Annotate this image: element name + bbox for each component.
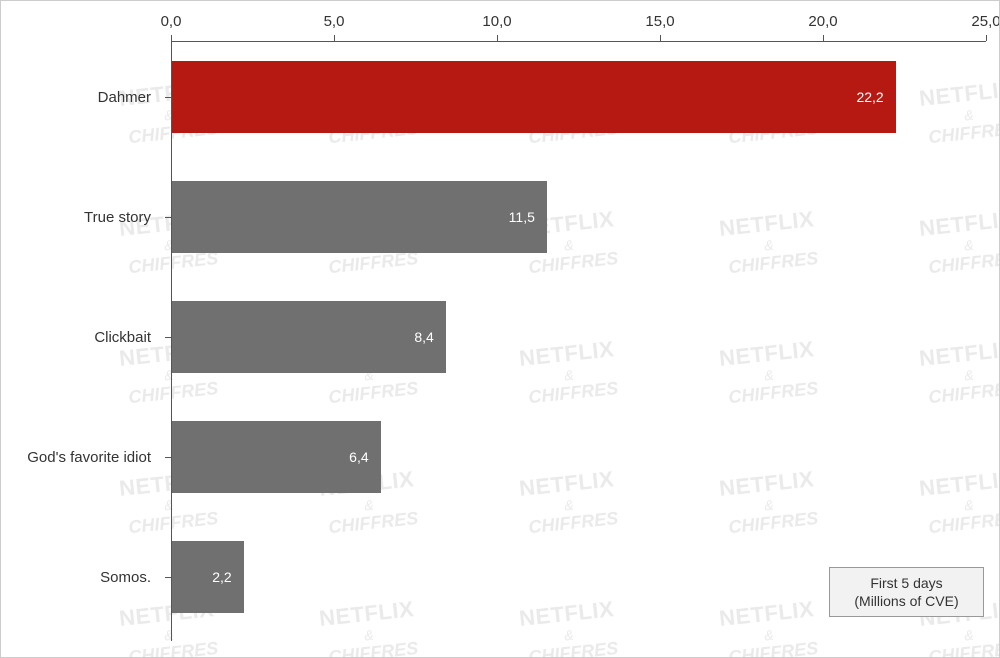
x-tick <box>171 35 172 41</box>
y-tick <box>165 217 171 218</box>
chart-container: NETFLIX&CHIFFRES NETFLIX&CHIFFRES NETFLIX&… <box>0 0 1000 658</box>
category-label: God's favorite idiot <box>1 449 151 466</box>
category-label: True story <box>1 209 151 226</box>
category-label: Clickbait <box>1 329 151 346</box>
watermark: NETFLIX&CHIFFRES <box>718 596 819 658</box>
category-label: Somos. <box>1 569 151 586</box>
watermark: NETFLIX&CHIFFRES <box>518 596 619 658</box>
y-tick <box>165 577 171 578</box>
legend-box: First 5 days (Millions of CVE) <box>829 567 984 617</box>
x-tick-label: 15,0 <box>630 13 690 30</box>
bar-value-label: 6,4 <box>172 449 369 465</box>
bar-value-label: 8,4 <box>172 329 434 345</box>
watermark: NETFLIX&CHIFFRES <box>918 466 1000 539</box>
watermark: NETFLIX&CHIFFRES <box>918 206 1000 279</box>
x-tick <box>334 35 335 41</box>
x-tick <box>660 35 661 41</box>
watermark: NETFLIX&CHIFFRES <box>918 76 1000 149</box>
legend-line2: (Millions of CVE) <box>840 592 973 610</box>
bar-value-label: 11,5 <box>172 209 535 225</box>
x-tick-label: 20,0 <box>793 13 853 30</box>
y-tick <box>165 457 171 458</box>
y-tick <box>165 337 171 338</box>
watermark: NETFLIX&CHIFFRES <box>718 336 819 409</box>
watermark: NETFLIX&CHIFFRES <box>718 206 819 279</box>
y-tick <box>165 97 171 98</box>
x-tick <box>497 35 498 41</box>
x-tick <box>823 35 824 41</box>
watermark: NETFLIX&CHIFFRES <box>518 466 619 539</box>
x-axis-line <box>171 41 986 42</box>
x-tick-label: 5,0 <box>304 13 364 30</box>
bar-value-label: 2,2 <box>172 569 232 585</box>
watermark: NETFLIX&CHIFFRES <box>918 336 1000 409</box>
legend-line1: First 5 days <box>840 574 973 592</box>
x-tick-label: 25,0 <box>956 13 1000 30</box>
x-tick <box>986 35 987 41</box>
bar-value-label: 22,2 <box>172 89 884 105</box>
category-label: Dahmer <box>1 89 151 106</box>
watermark: NETFLIX&CHIFFRES <box>518 336 619 409</box>
x-tick-label: 0,0 <box>141 13 201 30</box>
watermark: NETFLIX&CHIFFRES <box>718 466 819 539</box>
x-tick-label: 10,0 <box>467 13 527 30</box>
watermark: NETFLIX&CHIFFRES <box>318 596 419 658</box>
